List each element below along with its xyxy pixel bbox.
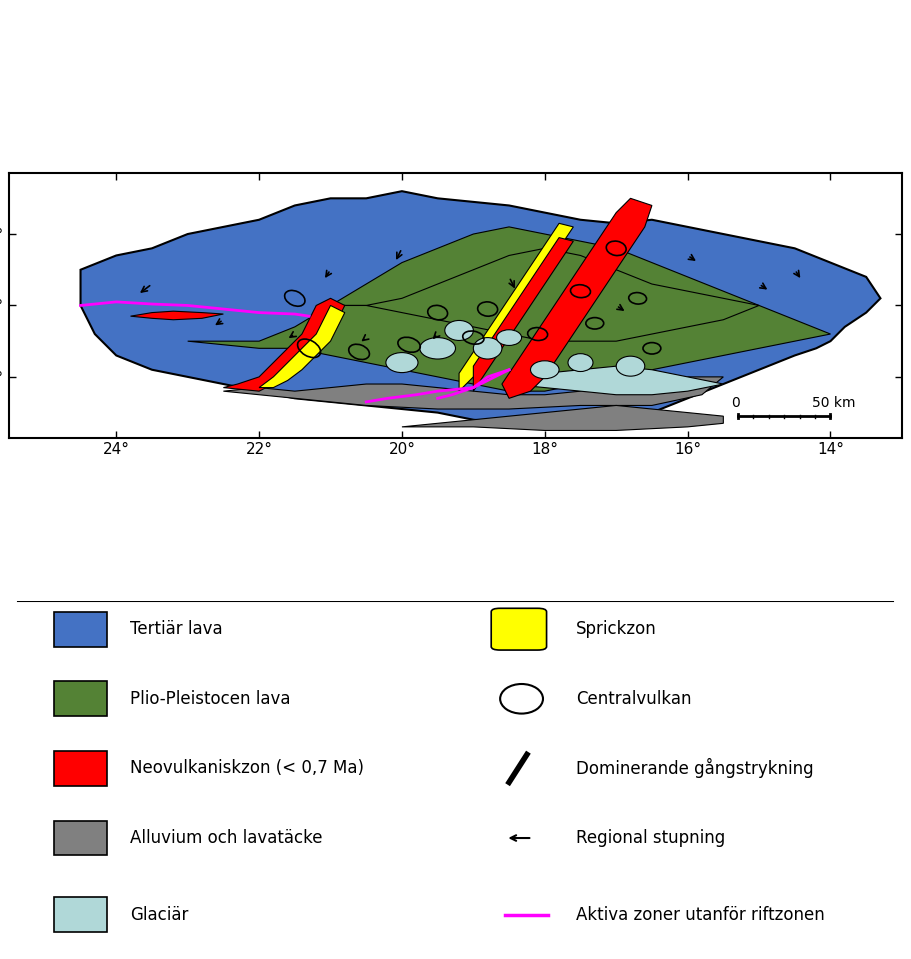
- Ellipse shape: [496, 330, 522, 345]
- Polygon shape: [223, 298, 344, 391]
- Text: Glaciär: Glaciär: [129, 905, 188, 924]
- FancyBboxPatch shape: [54, 751, 107, 785]
- Polygon shape: [188, 227, 831, 391]
- FancyBboxPatch shape: [491, 608, 547, 650]
- Text: Neovulkaniskzon (< 0,7 Ma): Neovulkaniskzon (< 0,7 Ma): [129, 760, 363, 778]
- Polygon shape: [502, 199, 652, 398]
- Ellipse shape: [530, 361, 559, 379]
- Ellipse shape: [474, 338, 502, 359]
- Ellipse shape: [420, 338, 456, 359]
- Text: Alluvium och lavatäcke: Alluvium och lavatäcke: [129, 829, 322, 847]
- Ellipse shape: [445, 320, 474, 340]
- Text: 0: 0: [732, 396, 740, 410]
- Text: Aktiva zoner utanför riftzonen: Aktiva zoner utanför riftzonen: [576, 905, 824, 924]
- Text: Sprickzon: Sprickzon: [576, 620, 657, 638]
- Polygon shape: [331, 248, 759, 341]
- Ellipse shape: [386, 353, 418, 373]
- Text: Regional stupning: Regional stupning: [576, 829, 725, 847]
- Polygon shape: [402, 406, 723, 431]
- Ellipse shape: [500, 684, 543, 713]
- FancyBboxPatch shape: [54, 821, 107, 855]
- Polygon shape: [130, 311, 223, 319]
- Polygon shape: [474, 238, 573, 391]
- Text: Dominerande gångstrykning: Dominerande gångstrykning: [576, 759, 814, 779]
- Ellipse shape: [568, 354, 593, 371]
- Text: Tertiär lava: Tertiär lava: [129, 620, 222, 638]
- FancyBboxPatch shape: [54, 898, 107, 932]
- Polygon shape: [223, 377, 723, 409]
- Polygon shape: [80, 191, 880, 427]
- Polygon shape: [259, 306, 344, 387]
- Text: 50 km: 50 km: [813, 396, 855, 410]
- Text: Plio-Pleistocen lava: Plio-Pleistocen lava: [129, 690, 290, 708]
- Polygon shape: [509, 366, 723, 395]
- Text: Centralvulkan: Centralvulkan: [576, 690, 691, 708]
- Polygon shape: [459, 223, 573, 391]
- FancyBboxPatch shape: [54, 612, 107, 646]
- FancyBboxPatch shape: [54, 682, 107, 716]
- Ellipse shape: [616, 356, 645, 376]
